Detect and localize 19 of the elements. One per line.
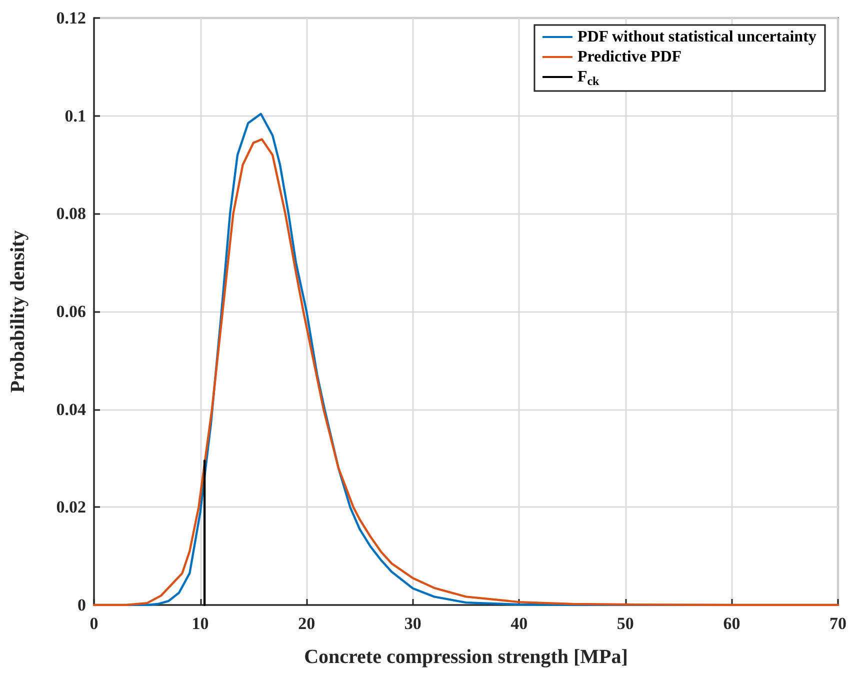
x-tick-label: 70	[830, 614, 846, 633]
x-tick-label: 40	[510, 614, 528, 633]
y-axis-title: Probability density	[7, 230, 29, 393]
x-tick-label: 10	[192, 614, 209, 633]
x-tick-label: 50	[616, 614, 634, 633]
legend-label: PDF without statistical uncertainty	[577, 28, 816, 46]
y-tick-label: 0.08	[56, 204, 86, 224]
legend-label: Predictive PDF	[577, 48, 682, 66]
x-tick-label: 60	[723, 614, 740, 633]
y-tick-label: 0.1	[64, 106, 86, 126]
y-tick-label: 0	[78, 596, 86, 614]
y-tick-label: 0.04	[56, 400, 86, 419]
x-axis-title: Concrete compression strength [MPa]	[304, 646, 628, 668]
x-tick-label: 0	[90, 614, 98, 633]
y-tick-label: 0.12	[56, 8, 86, 28]
y-tick-label: 0.02	[56, 498, 86, 517]
y-tick-label: 0.06	[56, 302, 86, 321]
x-tick-label: 20	[298, 614, 316, 633]
x-tick-label: 30	[404, 614, 422, 633]
